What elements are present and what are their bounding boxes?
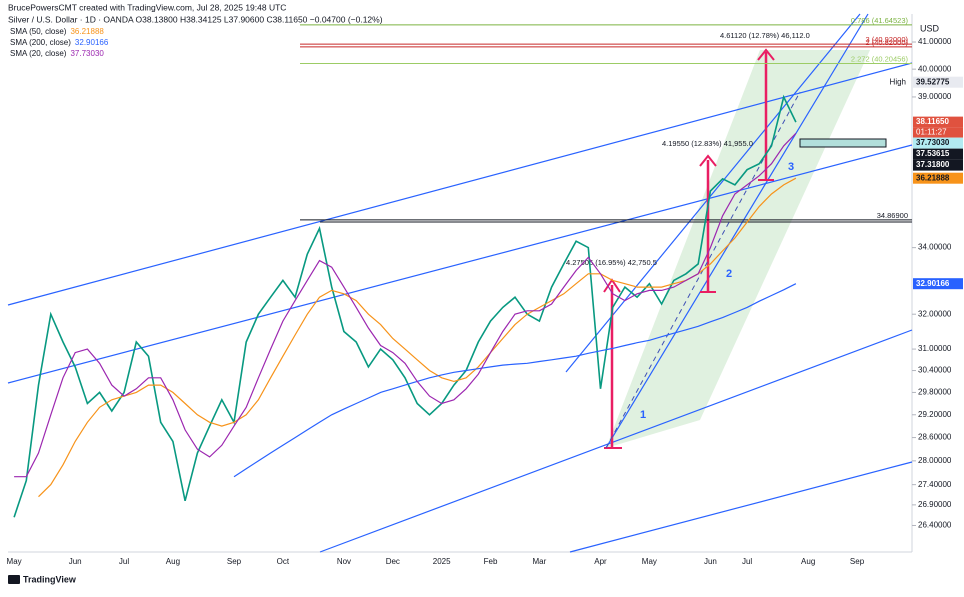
y-tick-label: 41.00000 — [918, 37, 952, 46]
y-tick-label: 30.40000 — [918, 366, 952, 375]
price-tag-label: 39.52775 — [916, 77, 950, 86]
x-tick-label: Oct — [277, 557, 290, 566]
price-tag-label: 32.90166 — [916, 279, 950, 288]
symbol-info: Silver / U.S. Dollar · 1D · OANDA O38.13… — [8, 14, 383, 24]
level-label: 2 (40.82000) — [865, 38, 908, 47]
y-tick-label: 27.40000 — [918, 480, 952, 489]
wave-label: 2 — [726, 268, 732, 280]
x-tick-label: Jul — [742, 557, 752, 566]
countdown: 01:11:27 — [916, 128, 947, 137]
x-tick-label: Jul — [119, 557, 129, 566]
x-tick-label: Jun — [704, 557, 717, 566]
legend-value: 32.90166 — [75, 38, 109, 47]
level-label: 34.86900 — [877, 211, 908, 220]
trend-line — [569, 461, 913, 553]
price-tag-label: 37.73030 — [916, 138, 950, 147]
brand: TradingView — [23, 574, 77, 584]
x-tick-label: Mar — [533, 557, 547, 566]
price-tag — [913, 116, 963, 128]
arrow-head — [757, 48, 775, 61]
legend-name: SMA (50, close) — [10, 27, 67, 36]
legend-name: SMA (200, close) — [10, 38, 71, 47]
x-tick-label: Jun — [69, 557, 82, 566]
y-tick-label: 40.00000 — [918, 64, 952, 73]
sma-line — [38, 177, 797, 498]
trend-line — [565, 13, 861, 373]
x-tick-label: Sep — [227, 557, 242, 566]
trend-line — [605, 13, 869, 449]
measure-label: 4.27505 (16.95%) 42,750.5 — [566, 258, 657, 267]
x-tick-label: Aug — [801, 557, 815, 566]
trend-line — [319, 329, 913, 553]
legend-entry: SMA (50, close) 36.21888 — [10, 27, 104, 36]
price-tag — [913, 172, 963, 184]
legend-name: SMA (20, close) — [10, 49, 67, 58]
logo: TradingView — [8, 574, 77, 584]
channel-fill — [606, 50, 870, 448]
price-tag — [913, 278, 963, 290]
wave-label: 3 — [788, 161, 794, 173]
x-tick-label: May — [7, 557, 22, 566]
x-tick-label: Nov — [337, 557, 351, 566]
price-tag-label: 37.53615 — [916, 149, 950, 158]
y-tick-label: 28.00000 — [918, 456, 952, 465]
y-tick-label: 29.20000 — [918, 410, 952, 419]
byline: BrucePowersCMT created with TradingView.… — [8, 2, 286, 12]
wave-label: 1 — [640, 409, 646, 421]
y-tick-label: 26.90000 — [918, 500, 952, 509]
price-tag-label: 38.11650 — [916, 117, 949, 126]
level-label: 3 (40.92000) — [865, 35, 908, 44]
currency: USD — [920, 23, 940, 33]
price-tag — [913, 137, 963, 149]
level-label: 2.272 (40.20456) — [851, 55, 909, 64]
x-tick-label: Feb — [484, 557, 498, 566]
y-tick-label: 31.00000 — [918, 344, 952, 353]
x-tick-label: Aug — [166, 557, 180, 566]
y-tick-label: 29.80000 — [918, 388, 952, 397]
y-tick-label: 32.00000 — [918, 309, 952, 318]
price-tag — [913, 148, 963, 160]
legend-value: 36.21888 — [70, 27, 104, 36]
price-tag — [913, 76, 963, 88]
y-tick-label: 28.60000 — [918, 433, 952, 442]
x-tick-label: Dec — [386, 557, 400, 566]
legend-entry: SMA (20, close) 37.73030 — [10, 49, 104, 58]
price-tag-label: 36.21888 — [916, 173, 950, 182]
x-tick-label: May — [642, 557, 657, 566]
y-tick-label: 26.40000 — [918, 521, 952, 530]
legend-value: 37.73030 — [70, 49, 104, 58]
price-tag — [913, 159, 963, 171]
measure-label: 4.61120 (12.78%) 46,112.0 — [720, 31, 810, 40]
trend-line — [7, 62, 913, 306]
level-label: 0.786 (41.64523) — [851, 16, 909, 25]
arrow-head — [699, 154, 717, 167]
y-tick-label: 39.00000 — [918, 92, 952, 101]
trend-line — [7, 144, 913, 384]
high-label: High — [890, 77, 906, 86]
price-line — [13, 94, 797, 518]
x-tick-label: Sep — [850, 557, 865, 566]
price-tag-label: 37.31800 — [916, 160, 950, 169]
zone — [799, 138, 887, 148]
sma-line — [233, 283, 797, 478]
x-tick-label: Apr — [594, 557, 607, 566]
x-tick-label: 2025 — [433, 557, 451, 566]
sma-line — [14, 132, 797, 478]
countdown-bg — [913, 127, 963, 138]
logo-mark — [8, 575, 20, 584]
measure-label: 4.19550 (12.83%) 41,955.0 — [662, 139, 753, 148]
y-tick-label: 34.00000 — [918, 243, 952, 252]
legend-entry: SMA (200, close) 32.90166 — [10, 38, 109, 47]
